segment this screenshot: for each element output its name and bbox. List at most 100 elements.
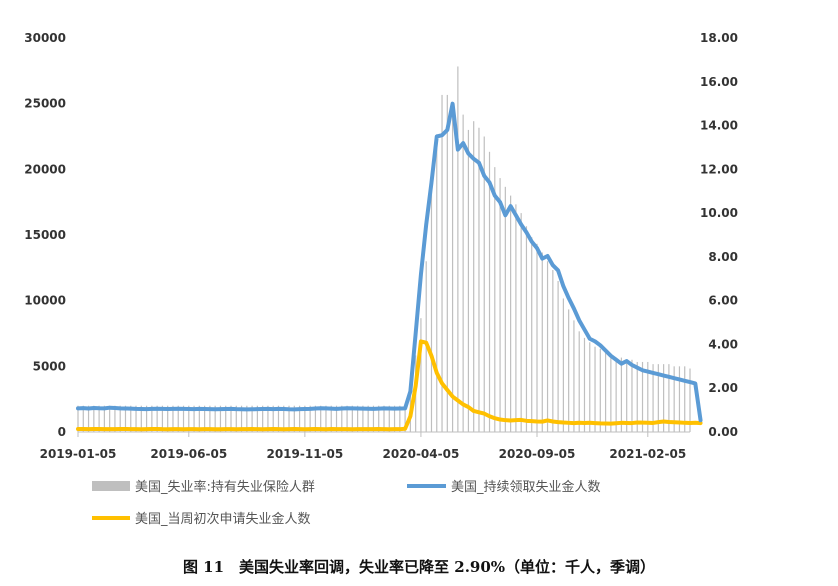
bar bbox=[246, 405, 248, 432]
bar bbox=[684, 366, 686, 432]
right-tick-label: 12.00 bbox=[700, 162, 738, 176]
bar bbox=[451, 103, 454, 433]
bar bbox=[240, 405, 243, 432]
right-tick-label: 10.00 bbox=[700, 206, 738, 220]
bar bbox=[541, 252, 543, 432]
bar bbox=[436, 134, 438, 432]
bar bbox=[204, 405, 206, 432]
bar bbox=[652, 364, 654, 432]
bar bbox=[172, 405, 174, 432]
bar bbox=[399, 405, 401, 432]
bar bbox=[235, 405, 237, 432]
bar bbox=[188, 405, 190, 432]
left-tick-label: 15000 bbox=[24, 228, 66, 242]
bar bbox=[557, 280, 559, 432]
bar bbox=[167, 405, 169, 432]
bar bbox=[325, 405, 327, 432]
bar bbox=[488, 151, 491, 432]
bar bbox=[135, 405, 137, 432]
x-tick-label: 2019-01-05 bbox=[40, 447, 117, 461]
bar bbox=[420, 318, 422, 432]
bar bbox=[77, 405, 79, 432]
bar bbox=[198, 405, 200, 432]
bar bbox=[346, 405, 348, 432]
bar bbox=[636, 361, 638, 432]
legend: 美国_失业率:持有失业保险人群 美国_持续领取失业金人数 美国_当周初次申请失业… bbox=[92, 479, 601, 527]
bar bbox=[589, 342, 591, 432]
bar bbox=[130, 405, 132, 432]
bar bbox=[87, 405, 90, 432]
right-tick-label: 18.00 bbox=[700, 31, 738, 45]
left-tick-label: 25000 bbox=[24, 97, 66, 111]
bar bbox=[599, 348, 601, 432]
bar bbox=[520, 213, 522, 432]
bar bbox=[631, 359, 633, 432]
bar bbox=[314, 405, 317, 432]
bar bbox=[441, 94, 443, 432]
bar bbox=[552, 270, 554, 432]
bar bbox=[214, 405, 216, 432]
bar bbox=[272, 405, 274, 432]
bar bbox=[262, 405, 264, 432]
bar bbox=[446, 94, 448, 432]
bar bbox=[515, 204, 517, 432]
bar bbox=[109, 405, 111, 432]
bar bbox=[283, 405, 285, 432]
bar bbox=[225, 405, 227, 432]
bar bbox=[277, 405, 280, 432]
bar bbox=[546, 261, 549, 432]
bar bbox=[288, 405, 290, 432]
x-axis: 2019-01-05 2019-06-05 2019-11-05 2020-04-05… bbox=[40, 431, 690, 461]
bar bbox=[82, 405, 84, 432]
x-tick-label: 2019-11-05 bbox=[266, 447, 343, 461]
bar bbox=[124, 405, 127, 432]
bar bbox=[473, 121, 475, 433]
bar bbox=[483, 136, 485, 432]
figure-caption: 图 11 美国失业率回调，失业率已降至 2.90%（单位：千人，季调） bbox=[182, 558, 656, 576]
bar bbox=[362, 405, 364, 432]
bar bbox=[668, 364, 670, 432]
bar bbox=[330, 405, 332, 432]
right-tick-label: 16.00 bbox=[700, 75, 738, 89]
bar bbox=[404, 403, 406, 432]
bar bbox=[140, 405, 142, 432]
bar bbox=[309, 405, 311, 432]
x-tick-label: 2020-09-05 bbox=[499, 447, 576, 461]
bar bbox=[499, 178, 501, 432]
bar bbox=[335, 405, 338, 432]
bar bbox=[478, 127, 480, 433]
bar bbox=[304, 405, 306, 432]
bar bbox=[504, 186, 506, 432]
bar bbox=[114, 405, 116, 432]
bar bbox=[145, 405, 148, 432]
bar bbox=[462, 114, 464, 433]
bar bbox=[673, 366, 675, 432]
line-series bbox=[76, 101, 703, 432]
bar bbox=[531, 237, 533, 432]
left-axis: 0 5000 10000 15000 20000 25000 30000 bbox=[24, 31, 66, 439]
bar bbox=[568, 309, 570, 432]
bar bbox=[663, 364, 665, 432]
bar bbox=[372, 405, 375, 432]
bar bbox=[320, 405, 322, 432]
bar bbox=[293, 405, 295, 432]
bar bbox=[298, 405, 301, 432]
line-initial-claims bbox=[76, 339, 703, 432]
left-tick-label: 10000 bbox=[24, 294, 66, 308]
bar bbox=[678, 366, 681, 432]
legend-label-insured-rate: 美国_失业率:持有失业保险人群 bbox=[135, 479, 315, 495]
bar bbox=[156, 405, 158, 432]
bar bbox=[494, 167, 496, 432]
bar bbox=[256, 405, 258, 432]
bar bbox=[177, 405, 179, 432]
line-continuing-claims bbox=[76, 101, 703, 423]
bar bbox=[457, 66, 459, 433]
left-tick-label: 20000 bbox=[24, 162, 66, 176]
bar bbox=[647, 361, 649, 432]
bar bbox=[219, 405, 222, 432]
left-tick-label: 30000 bbox=[24, 31, 66, 45]
right-tick-label: 0.00 bbox=[708, 425, 738, 439]
legend-label-initial-claims: 美国_当周初次申请失业金人数 bbox=[135, 511, 311, 527]
bar bbox=[562, 298, 564, 432]
bar bbox=[209, 405, 211, 432]
